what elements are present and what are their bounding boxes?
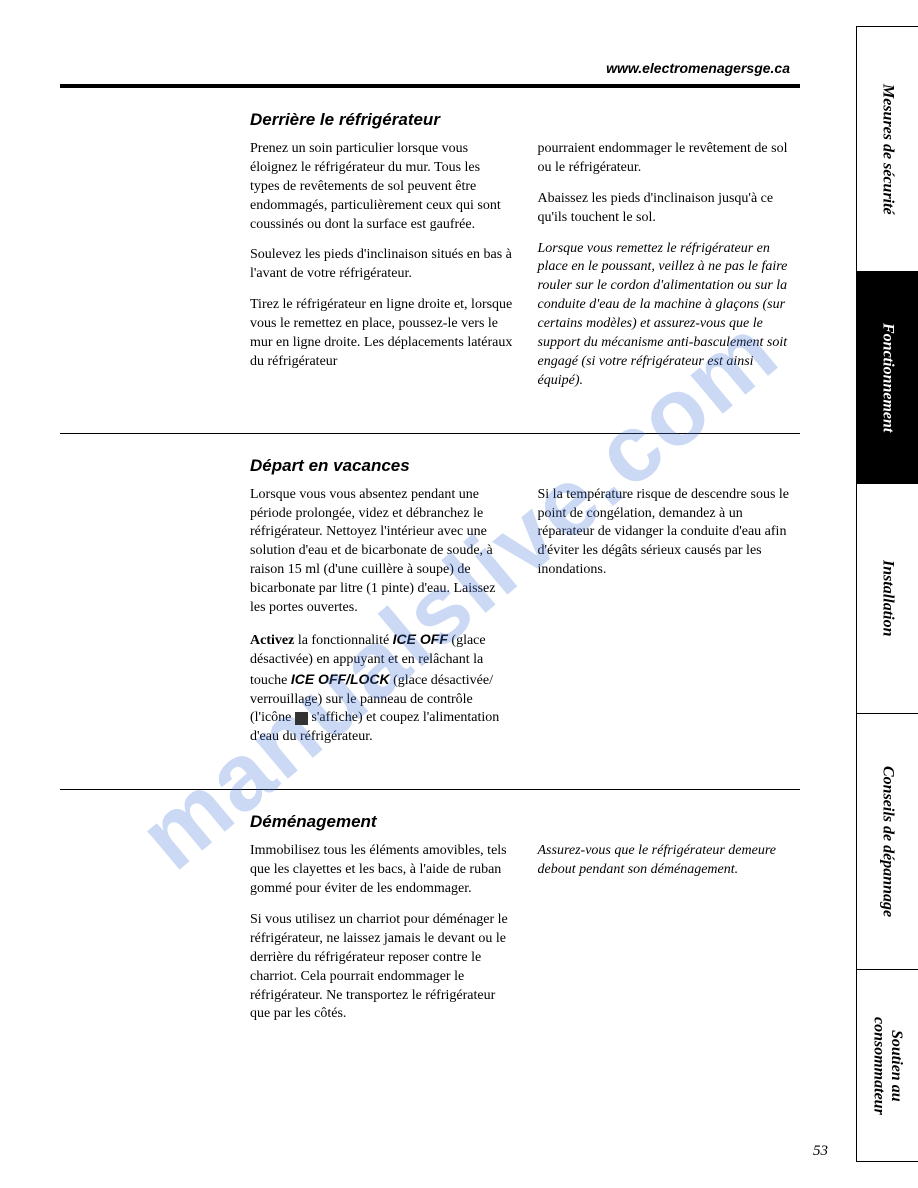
- section: Déménagement Immobilisez tous les élément…: [250, 812, 800, 1036]
- right-column: pourraient endommager le revêtement de s…: [538, 140, 801, 403]
- nav-tab-label: Fonctionnement: [879, 323, 897, 432]
- right-column: Si la température risque de descendre so…: [538, 486, 801, 760]
- sidebar-tabs: Mesures de sécurité Fonctionnement Install…: [856, 0, 918, 1188]
- paragraph: Lorsque vous vous absentez pendant une p…: [250, 486, 513, 618]
- nav-tab[interactable]: Conseils de dépannage: [856, 714, 918, 970]
- nav-tab-label: Installation: [879, 560, 897, 636]
- section-rule: [60, 433, 800, 434]
- columns: Immobilisez tous les éléments amovibles,…: [250, 842, 800, 1036]
- right-column: Assurez-vous que le réfrigérateur demeur…: [538, 842, 801, 1036]
- paragraph: Si la température risque de descendre so…: [538, 486, 801, 580]
- section-title: Déménagement: [250, 812, 800, 832]
- columns: Prenez un soin particulier lorsque vous …: [250, 140, 800, 403]
- left-column: Prenez un soin particulier lorsque vous …: [250, 140, 513, 403]
- paragraph: Activez la fonctionnalité ICE OFF (glace…: [250, 630, 513, 747]
- nav-tab[interactable]: Soutien auconsommateur: [856, 970, 918, 1162]
- page-content: www.electromenagersge.ca Derrière le réf…: [0, 0, 830, 1066]
- section: Derrière le réfrigérateur Prenez un soin …: [250, 110, 800, 403]
- nav-tab-label: Conseils de dépannage: [879, 766, 897, 917]
- left-column: Immobilisez tous les éléments amovibles,…: [250, 842, 513, 1036]
- nav-tab[interactable]: Fonctionnement: [856, 272, 918, 484]
- nav-tab-label: Mesures de sécurité: [879, 84, 897, 215]
- nav-tab[interactable]: Installation: [856, 484, 918, 714]
- section-title: Derrière le réfrigérateur: [250, 110, 800, 130]
- page-number: 53: [813, 1143, 828, 1160]
- paragraph: Immobilisez tous les éléments amovibles,…: [250, 842, 513, 899]
- section-rule: [60, 789, 800, 790]
- nav-tab-label: Soutien auconsommateur: [870, 1017, 905, 1115]
- nav-tab[interactable]: Mesures de sécurité: [856, 26, 918, 272]
- header-url: www.electromenagersge.ca: [60, 60, 800, 76]
- paragraph: Tirez le réfrigérateur en ligne droite e…: [250, 296, 513, 372]
- top-rule: [60, 84, 800, 88]
- paragraph: pourraient endommager le revêtement de s…: [538, 140, 801, 178]
- paragraph: Si vous utilisez un charriot pour déména…: [250, 911, 513, 1024]
- paragraph: Abaissez les pieds d'inclinaison jusqu'à…: [538, 190, 801, 228]
- section-title: Départ en vacances: [250, 456, 800, 476]
- left-column: Lorsque vous vous absentez pendant une p…: [250, 486, 513, 760]
- paragraph: Soulevez les pieds d'inclinaison situés …: [250, 246, 513, 284]
- paragraph: Prenez un soin particulier lorsque vous …: [250, 140, 513, 234]
- paragraph: Lorsque vous remettez le réfrigérateur e…: [538, 240, 801, 391]
- paragraph: Assurez-vous que le réfrigérateur demeur…: [538, 842, 801, 880]
- columns: Lorsque vous vous absentez pendant une p…: [250, 486, 800, 760]
- section: Départ en vacances Lorsque vous vous abse…: [250, 456, 800, 760]
